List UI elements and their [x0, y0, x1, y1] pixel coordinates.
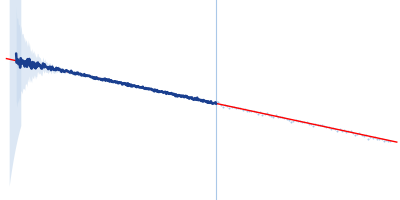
Point: [352, 133, 358, 136]
Point: [233, 107, 239, 110]
Point: [288, 121, 294, 124]
Point: [257, 111, 264, 114]
Point: [339, 129, 345, 133]
Point: [354, 132, 360, 135]
Point: [334, 129, 341, 132]
Point: [350, 132, 356, 135]
Point: [378, 138, 385, 141]
Point: [367, 135, 374, 139]
Point: [310, 124, 316, 127]
Point: [332, 127, 338, 130]
Point: [363, 133, 369, 137]
Point: [341, 129, 347, 132]
Point: [306, 122, 312, 126]
Point: [224, 104, 230, 107]
Point: [374, 137, 380, 140]
Point: [246, 110, 252, 113]
Point: [281, 117, 288, 120]
Point: [321, 124, 327, 127]
Point: [297, 119, 303, 123]
Point: [215, 100, 222, 104]
Point: [284, 117, 290, 120]
Point: [220, 105, 226, 109]
Point: [272, 114, 279, 117]
Point: [358, 133, 365, 137]
Point: [325, 125, 332, 128]
Point: [312, 122, 318, 125]
Point: [228, 105, 235, 108]
Point: [255, 113, 261, 116]
Point: [314, 124, 321, 127]
Point: [323, 125, 330, 129]
Point: [248, 109, 255, 113]
Point: [380, 139, 387, 142]
Point: [268, 115, 274, 118]
Point: [259, 113, 266, 116]
Point: [316, 124, 323, 127]
Point: [250, 109, 257, 113]
Point: [279, 115, 286, 118]
Point: [230, 106, 237, 109]
Point: [343, 130, 350, 133]
Point: [244, 109, 250, 112]
Point: [365, 137, 372, 140]
Point: [372, 136, 378, 139]
Point: [290, 120, 296, 123]
Point: [237, 106, 244, 109]
Point: [301, 121, 308, 124]
Point: [242, 108, 248, 111]
Point: [376, 138, 382, 141]
Point: [217, 103, 224, 106]
Point: [213, 99, 219, 103]
Point: [330, 126, 336, 130]
Point: [336, 127, 343, 130]
Point: [262, 112, 268, 115]
Point: [383, 138, 389, 141]
Point: [345, 129, 352, 132]
Point: [270, 115, 277, 119]
Point: [348, 129, 354, 133]
Point: [356, 132, 363, 135]
Point: [387, 139, 394, 143]
Point: [292, 119, 299, 122]
Point: [222, 104, 228, 107]
Point: [370, 137, 376, 140]
Point: [275, 115, 281, 118]
Point: [294, 119, 301, 123]
Point: [235, 106, 241, 109]
Point: [361, 134, 367, 137]
Point: [303, 120, 310, 124]
Point: [253, 111, 259, 114]
Point: [264, 111, 270, 114]
Point: [266, 113, 272, 116]
Point: [226, 107, 232, 110]
Point: [286, 118, 292, 121]
Point: [277, 115, 283, 118]
Point: [328, 128, 334, 131]
Point: [385, 139, 391, 142]
Point: [299, 120, 305, 124]
Point: [239, 108, 246, 111]
Point: [319, 123, 325, 126]
Point: [308, 122, 314, 126]
